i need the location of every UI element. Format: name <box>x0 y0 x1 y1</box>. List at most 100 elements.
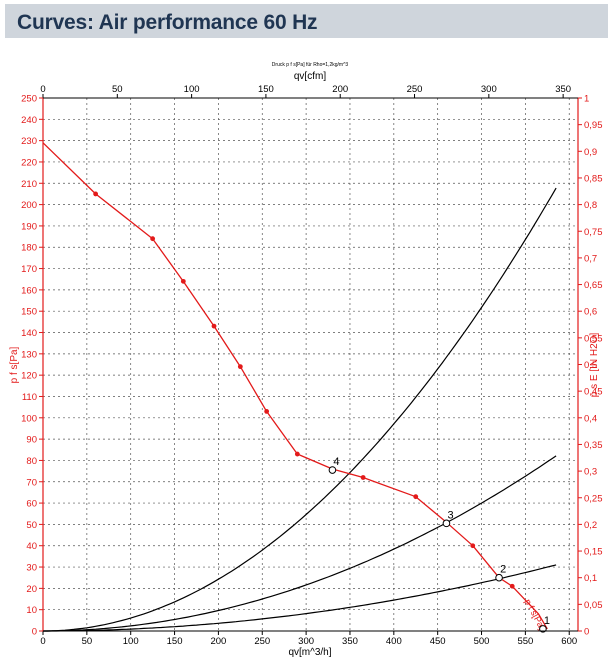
operating-point-marker <box>328 466 337 474</box>
header-band: Curves: Air performance 60 Hz <box>5 4 608 38</box>
fan-curve-marker <box>470 543 476 549</box>
y-left-tick-label: 60 <box>26 499 37 510</box>
fan-curve-marker <box>93 191 99 197</box>
x-bottom-tick-label: 50 <box>82 636 93 647</box>
y-right-tick-label: 0,3 <box>584 467 597 478</box>
x-bottom-tick-label: 150 <box>167 636 183 647</box>
y-left-tick-label: 220 <box>21 157 37 168</box>
y-left-tick-label: 70 <box>26 477 37 488</box>
y-left-tick-label: 200 <box>21 200 37 211</box>
y-right-tick-label: 0,95 <box>584 120 603 131</box>
y-right-tick-label: 0,75 <box>584 227 603 238</box>
y-left-tick-label: 20 <box>26 584 37 595</box>
x-bottom-tick-label: 400 <box>386 636 402 647</box>
fan-curve-line <box>42 142 548 630</box>
x-bottom-tick-label: 350 <box>342 636 358 647</box>
y-right-tick-label: 0,15 <box>584 547 603 558</box>
y-right-tick-label: 0,55 <box>584 333 603 344</box>
y-right-tick-label: 0,45 <box>584 387 603 398</box>
x-top-tick-label: 50 <box>112 84 123 95</box>
fan-curve-marker <box>360 475 366 480</box>
x-bottom-tick-label: 500 <box>474 636 490 647</box>
y-left-tick-label: 10 <box>26 605 37 616</box>
y-right-tick-label: 0,65 <box>584 280 603 291</box>
y-left-tick-label: 140 <box>21 328 37 339</box>
x-top-axis-label: qv[cfm] <box>294 71 326 82</box>
y-right-tick-label: 0,85 <box>584 173 603 184</box>
fan-curve-marker <box>237 364 243 370</box>
x-bottom-tick-label: 200 <box>210 636 226 647</box>
operating-point-label: 3 <box>447 509 453 521</box>
y-right-tick-label: 0,7 <box>584 253 597 264</box>
y-left-tick-label: 250 <box>21 94 37 105</box>
chart-subtitle: Druck p f s[Pa] für Rho=1,2kg/m^3 <box>272 62 349 68</box>
y-left-tick-label: 110 <box>22 392 37 403</box>
operating-point-label: 4 <box>333 456 339 468</box>
y-right-tick-label: 0,35 <box>584 440 603 451</box>
x-bottom-axis-label: qv[m^3/h] <box>288 647 331 658</box>
x-top-tick-label: 250 <box>407 84 423 95</box>
operating-point-marker <box>442 519 451 528</box>
x-bottom-tick-label: 450 <box>430 636 446 647</box>
y-right-axis-label: p s E [IN H2O] <box>589 333 600 398</box>
x-top-tick-label: 100 <box>184 84 200 95</box>
chart-grid <box>43 98 578 631</box>
y-right-tick-label: 1 <box>584 94 589 105</box>
y-right-tick-label: 0,9 <box>584 147 597 158</box>
y-left-tick-label: 30 <box>26 563 37 574</box>
y-left-tick-label: 0 <box>32 627 37 638</box>
x-bottom-tick-label: 550 <box>517 636 533 647</box>
y-left-tick-label: 100 <box>21 413 37 424</box>
y-left-tick-label: 40 <box>26 541 37 552</box>
operating-point-label: 2 <box>500 564 506 576</box>
y-right-tick-label: 0 <box>584 627 589 638</box>
y-left-tick-label: 170 <box>21 264 37 275</box>
fan-curve-marker <box>413 494 419 500</box>
fan-curve-marker <box>294 451 300 457</box>
x-top-tick-label: 350 <box>555 84 571 95</box>
x-top-tick-label: 0 <box>40 84 45 95</box>
x-bottom-tick-label: 0 <box>40 636 45 647</box>
y-left-tick-label: 240 <box>21 115 37 126</box>
y-left-tick-label: 150 <box>21 307 37 318</box>
y-left-axis-label: p f s[Pa] <box>9 346 20 383</box>
y-left-tick-label: 160 <box>21 285 37 296</box>
fan-curve-marker <box>211 323 217 329</box>
y-left-tick-label: 190 <box>21 221 37 232</box>
y-left-tick-label: 180 <box>21 243 37 254</box>
y-left-tick-label: 120 <box>21 371 37 382</box>
y-left-tick-label: 50 <box>26 520 37 531</box>
page-title: Curves: Air performance 60 Hz <box>17 11 318 34</box>
y-left-tick-label: 210 <box>21 179 37 190</box>
y-right-tick-label: 0,6 <box>584 307 597 318</box>
system-curve <box>43 455 557 632</box>
y-left-tick-label: 230 <box>21 136 37 147</box>
y-right-tick-label: 0,05 <box>584 600 603 611</box>
y-right-tick-label: 0,5 <box>584 360 597 371</box>
x-top-tick-label: 200 <box>332 84 348 95</box>
system-curve <box>43 564 557 632</box>
x-top-tick-label: 150 <box>258 84 274 95</box>
system-curve <box>43 187 557 632</box>
x-bottom-tick-label: 300 <box>298 636 314 647</box>
y-left-tick-label: 90 <box>26 435 37 446</box>
x-bottom-tick-label: 100 <box>123 636 139 647</box>
fan-curve-marker <box>509 583 515 589</box>
y-right-tick-label: 0,4 <box>584 413 597 424</box>
y-left-tick-label: 80 <box>26 456 37 467</box>
y-right-tick-label: 0,25 <box>584 493 603 504</box>
x-bottom-tick-label: 600 <box>561 636 577 647</box>
operating-point-label: 1 <box>544 615 550 627</box>
y-right-tick-label: 0,1 <box>584 573 597 584</box>
fan-curve-marker <box>264 409 270 414</box>
y-left-tick-label: 130 <box>21 349 37 360</box>
y-right-tick-label: 0,2 <box>584 520 597 531</box>
fan-curve-marker <box>150 236 156 242</box>
fan-curve-marker <box>180 278 186 284</box>
operating-point-marker <box>495 573 503 582</box>
x-top-tick-label: 300 <box>481 84 497 95</box>
x-bottom-tick-label: 250 <box>254 636 270 647</box>
